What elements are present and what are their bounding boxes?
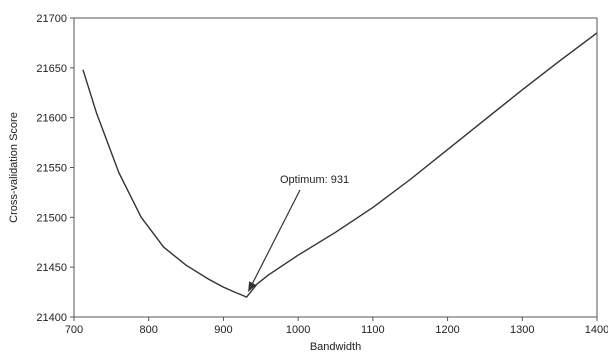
x-tick-label: 1400: [585, 324, 608, 336]
x-tick-label: 700: [65, 324, 83, 336]
x-axis-title: Bandwidth: [310, 341, 361, 353]
x-tick-label: 1100: [361, 324, 385, 336]
y-tick-label: 21450: [36, 262, 67, 274]
y-tick-label: 21650: [36, 63, 67, 75]
y-tick-label: 21500: [36, 212, 67, 224]
x-tick-label: 900: [214, 324, 232, 336]
optimum-annotation-label: Optimum: 931: [280, 174, 349, 186]
x-tick-label: 1000: [286, 324, 310, 336]
x-tick-label: 1200: [435, 324, 459, 336]
cv-score-line: [82, 32, 598, 298]
plot-frame: [73, 17, 598, 318]
y-tick-label: 21600: [36, 113, 67, 125]
y-tick-label: 21700: [36, 13, 67, 25]
optimum-arrow: [248, 189, 301, 292]
y-tick-label: 21400: [36, 312, 67, 324]
x-tick-label: 800: [140, 324, 158, 336]
y-tick-label: 21550: [36, 163, 67, 175]
y-axis-title: Cross-validation Score: [8, 112, 20, 223]
x-tick-label: 1300: [510, 324, 534, 336]
